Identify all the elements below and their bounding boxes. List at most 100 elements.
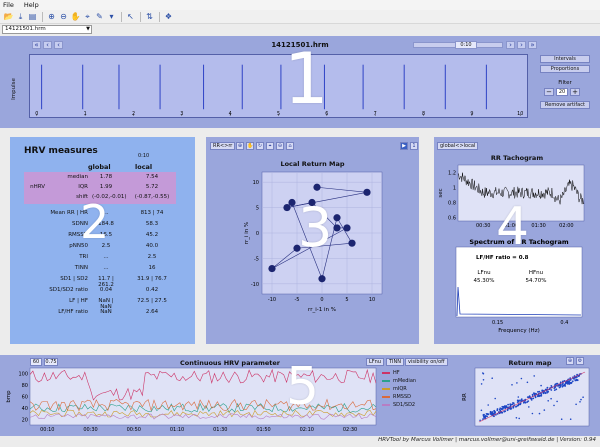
- page-value[interactable]: 1: [410, 142, 418, 150]
- intervals-button[interactable]: Intervals: [540, 55, 590, 63]
- prev-step-button[interactable]: ‹: [54, 41, 63, 49]
- small-return-point: [515, 417, 518, 419]
- impulse-xtick-label: 2: [132, 111, 135, 117]
- legend-entry[interactable]: mMedian: [382, 377, 416, 385]
- colorbar-icon[interactable]: ⇅: [146, 12, 153, 21]
- small-return-point: [520, 377, 523, 380]
- return-map-ytick: -10: [251, 282, 259, 288]
- tachogram-frame: [457, 164, 585, 222]
- filter-value[interactable]: 20: [556, 88, 568, 96]
- hrv-row-label: SD1 | SD2: [60, 276, 88, 282]
- zoom-in-icon[interactable]: ⊕: [48, 12, 55, 21]
- return-map-point: [288, 198, 296, 207]
- pan-icon[interactable]: ✋: [70, 12, 81, 21]
- small-return-point: [559, 385, 562, 388]
- return-map-link: [291, 202, 323, 279]
- hrv-row: LF/HF ratio NaN 2.64: [10, 309, 195, 318]
- save-icon[interactable]: ⤓: [18, 11, 23, 21]
- small-return-point: [554, 386, 556, 389]
- global-local-dropdown[interactable]: global<>local: [437, 142, 479, 150]
- menu-help[interactable]: Help: [23, 1, 39, 9]
- hf-label: HFnu: [529, 270, 543, 276]
- small-return-point: [576, 379, 579, 382]
- hrv-row: shift (-0.02,-0.01) (-0.87,-0.55): [10, 194, 195, 203]
- toolbar-separator: [42, 11, 43, 22]
- impulse-xtick-label: 7: [374, 111, 377, 117]
- overlap-input[interactable]: 0.75: [44, 358, 58, 366]
- legend-entry[interactable]: HF: [382, 369, 416, 377]
- window-size-input[interactable]: 60: [30, 358, 42, 366]
- legend-label: mMedian: [393, 378, 417, 384]
- proportions-button[interactable]: Proportions: [540, 65, 590, 73]
- hrv-row: IQR 1.99 5.72: [10, 184, 195, 193]
- small-return-point: [556, 382, 558, 385]
- print-icon[interactable]: ▤: [28, 12, 37, 21]
- data-cursor-icon[interactable]: ⌖: [85, 11, 90, 21]
- hrv-row-global: 184.8: [98, 221, 114, 227]
- data-cursor-icon[interactable]: ⌖: [266, 142, 274, 150]
- small-return-point: [516, 382, 518, 384]
- small-return-point: [505, 405, 508, 407]
- return-map-plot[interactable]: -10 -5 0 5 10 10 5 0 -5 -10 rr_i-1 in % rr_i in %: [206, 167, 419, 344]
- hrv-row-local: (-0.87,-0.55): [134, 194, 170, 200]
- file-bar: 14121501.hrm ▼: [0, 24, 600, 35]
- menu-file[interactable]: File: [3, 1, 14, 9]
- small-return-point: [522, 401, 525, 404]
- small-return-point: [576, 373, 578, 376]
- remove-artifact-button[interactable]: Remove artifact: [540, 101, 590, 109]
- first-page-button[interactable]: «: [32, 41, 41, 49]
- impulse-plot[interactable]: 0 1 2 3 4 5 6 7 8 9 10: [29, 54, 528, 118]
- video-icon[interactable]: ▶: [400, 142, 408, 150]
- lf-value: 45.30%: [474, 278, 495, 284]
- small-return-point: [494, 397, 497, 400]
- time-value[interactable]: 0:10: [455, 41, 477, 49]
- legend-entry[interactable]: mIQR: [382, 385, 416, 393]
- arrow-icon[interactable]: ↖: [127, 12, 134, 21]
- next-step-button[interactable]: ›: [506, 41, 515, 49]
- small-return-point: [494, 411, 496, 414]
- next-page-button[interactable]: ›: [517, 41, 526, 49]
- filter-minus-button[interactable]: −: [544, 88, 554, 96]
- return-map-point: [283, 203, 291, 212]
- legend-swatch: [382, 396, 390, 398]
- zoom-in-icon[interactable]: ⊕: [236, 142, 244, 150]
- hrv-row-global: 1.78: [99, 174, 113, 180]
- filter-plus-button[interactable]: +: [570, 88, 580, 96]
- brush-dropdown-icon[interactable]: ▾: [109, 12, 114, 21]
- open-icon[interactable]: 📂: [3, 12, 14, 21]
- nhrv-group-label: nHRV: [10, 184, 195, 193]
- legend-icon[interactable]: ❖: [164, 12, 173, 21]
- small-return-point: [550, 397, 552, 400]
- legend-entry[interactable]: SD1/SD2: [382, 401, 416, 409]
- return-map-xtick: 5: [345, 297, 348, 303]
- small-return-point: [531, 393, 534, 396]
- tachogram-plot[interactable]: 1.2 1 0.8 0.6 00:30 01:00 01:30 02:00 sec Spectru…: [434, 161, 600, 344]
- small-return-point: [526, 381, 529, 384]
- settings-icon[interactable]: ⚙: [576, 357, 584, 365]
- small-return-point: [482, 418, 484, 420]
- nhrv-label: nHRV: [30, 184, 45, 190]
- small-return-point: [569, 378, 572, 381]
- small-return-point: [528, 406, 530, 408]
- tachogram-ytick: 0.6: [448, 215, 456, 221]
- visibility-toggle[interactable]: visibility on/off: [405, 358, 448, 366]
- last-page-button[interactable]: »: [528, 41, 537, 49]
- zoom-in-icon[interactable]: ⊕: [566, 357, 574, 365]
- small-return-point: [482, 379, 485, 381]
- zoom-out-icon[interactable]: ⊖: [276, 142, 284, 150]
- continuous-hrv-plot[interactable]: 100 80 60 40 20 00:10 00:30 00:50 01:10 01:30 01:5…: [0, 355, 600, 436]
- small-return-point: [515, 405, 518, 408]
- small-return-point: [538, 412, 541, 415]
- legend-entry[interactable]: RMSSD: [382, 393, 416, 401]
- home-icon[interactable]: ⌂: [286, 142, 294, 150]
- zoom-out-icon[interactable]: ⊖: [60, 12, 67, 21]
- brush-icon[interactable]: ✎: [96, 12, 103, 21]
- pan-icon[interactable]: ✋: [246, 142, 254, 150]
- rotate-icon[interactable]: ↻: [256, 142, 264, 150]
- rr-dropdown[interactable]: RR<>rr: [210, 142, 236, 150]
- tinn-toggle[interactable]: TINN: [386, 358, 405, 366]
- prev-page-button[interactable]: ‹: [43, 41, 52, 49]
- file-select[interactable]: 14121501.hrm ▼: [2, 25, 92, 34]
- return-map-title: Local Return Map: [280, 160, 345, 168]
- lfnu-toggle[interactable]: LFnu: [366, 358, 384, 366]
